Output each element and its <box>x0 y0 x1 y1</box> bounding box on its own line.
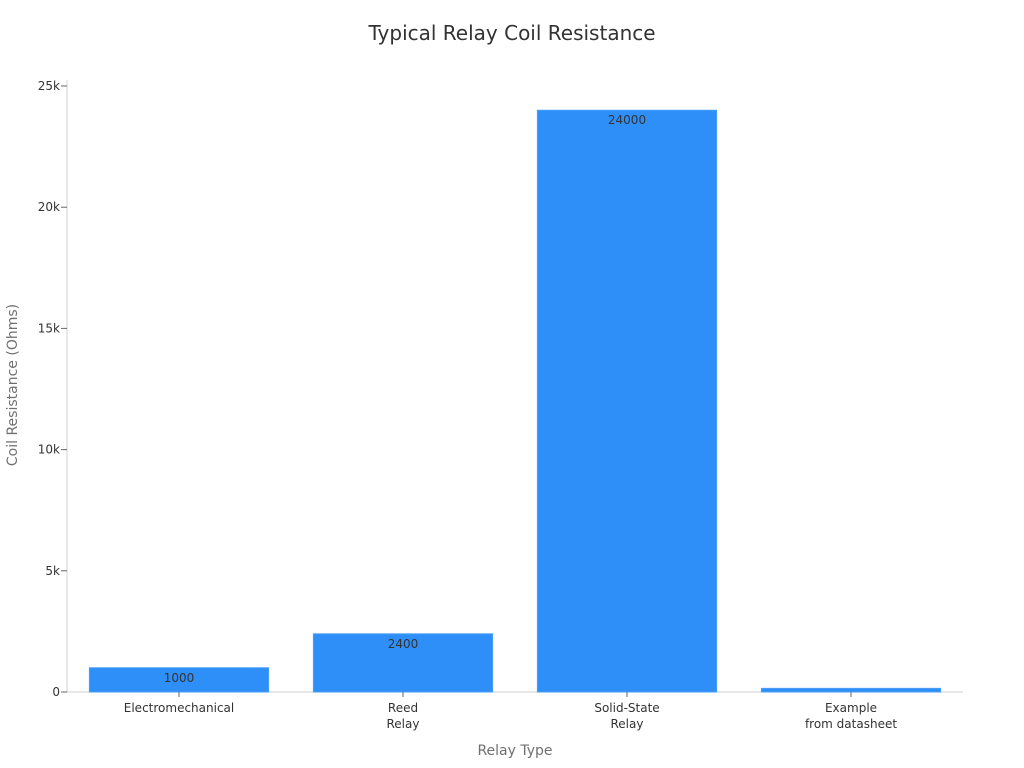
bar <box>760 687 942 693</box>
x-tick-label: Example from datasheet <box>805 701 897 731</box>
bar-value-label: 24000 <box>608 113 646 127</box>
bar <box>88 667 270 693</box>
y-axis-ticks: 0 5k 10k 15k 20k 25k <box>38 79 67 699</box>
bar <box>536 109 718 693</box>
y-tick-label: 20k <box>38 200 60 214</box>
x-axis-ticks: Electromechanical Reed Relay Solid-State Rel… <box>124 692 897 731</box>
y-tick-label: 15k <box>38 321 60 335</box>
y-axis-title: Coil Resistance (Ohms) <box>5 304 21 466</box>
chart-title: Typical Relay Coil Resistance <box>367 21 655 45</box>
y-tick-label: 25k <box>38 79 60 93</box>
x-axis-title: Relay Type <box>477 743 552 759</box>
x-tick-label: Solid-State Relay <box>594 701 659 731</box>
bar-value-label: 1000 <box>164 671 195 685</box>
y-tick-label: 10k <box>38 443 60 457</box>
y-tick-label: 0 <box>52 685 60 699</box>
y-tick-label: 5k <box>45 564 60 578</box>
x-tick-label: Reed Relay <box>387 701 420 731</box>
bar <box>312 633 494 693</box>
x-tick-label: Electromechanical <box>124 701 234 715</box>
bars-group: 1000 2400 24000 <box>88 109 942 693</box>
bar-value-label: 2400 <box>388 637 419 651</box>
